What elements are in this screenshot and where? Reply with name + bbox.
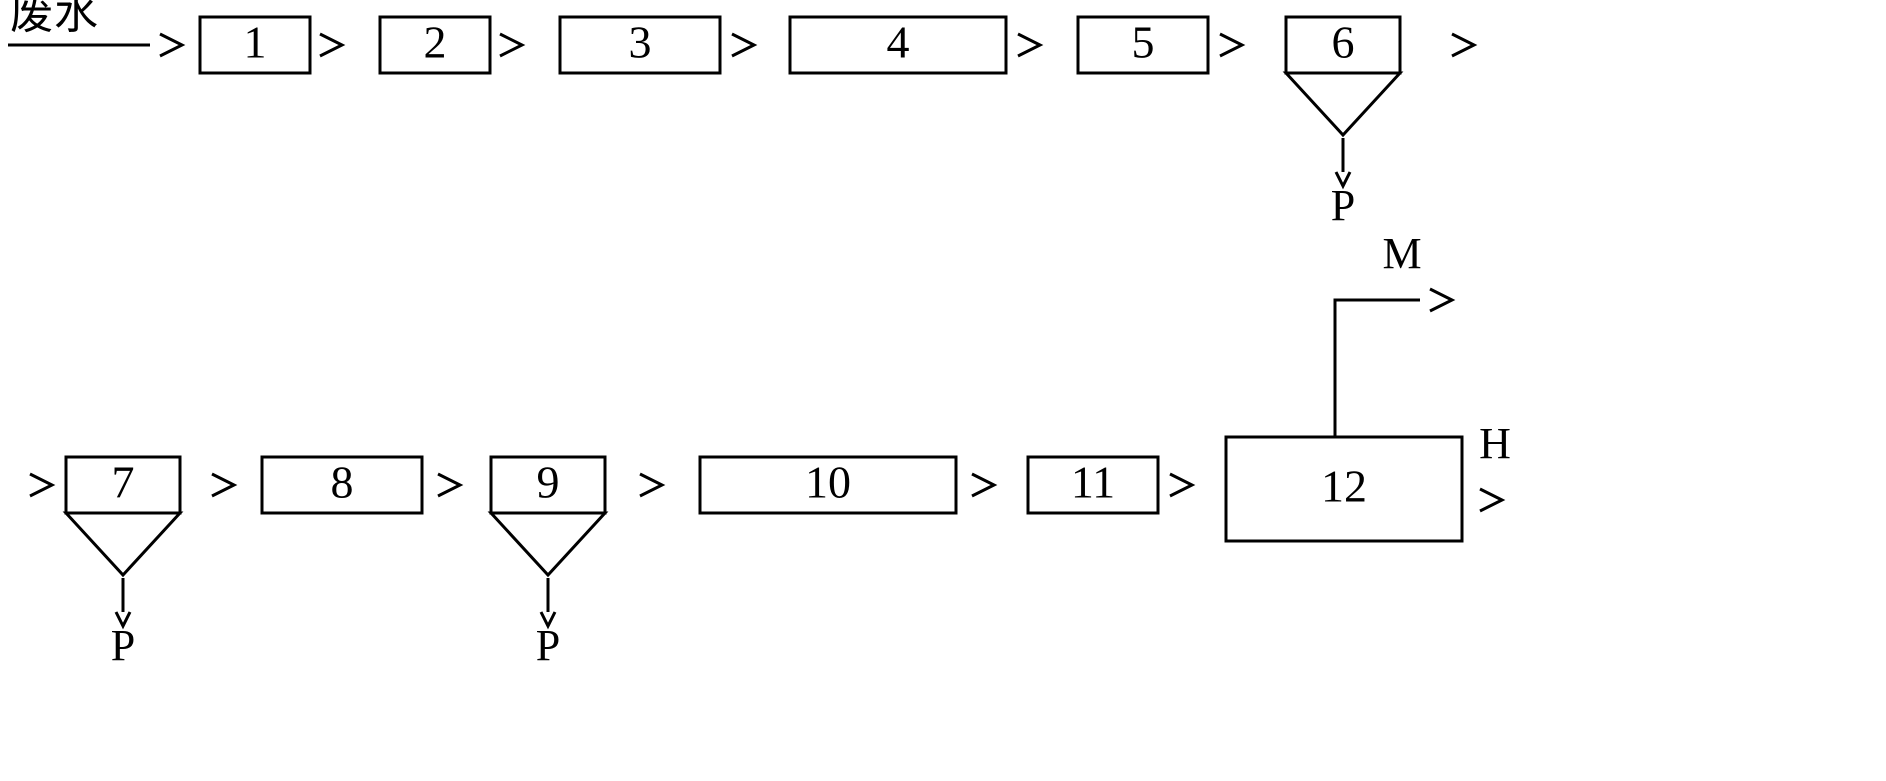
hopper-funnel <box>66 513 180 575</box>
box-label: 9 <box>537 457 560 508</box>
output-label-p: P <box>1331 181 1355 230</box>
box-label: 11 <box>1071 457 1115 508</box>
output-m-path <box>1335 300 1420 437</box>
box-label: 2 <box>424 17 447 68</box>
box-label: 5 <box>1132 17 1155 68</box>
arrow-icon <box>1018 34 1040 56</box>
box-b4: 4 <box>790 17 1006 73</box>
box-b8: 8 <box>262 457 422 513</box>
arrow-icon <box>1480 489 1502 511</box>
arrow-icon <box>732 34 754 56</box>
box-label: 7 <box>112 457 135 508</box>
hopper-funnel <box>491 513 605 575</box>
hopper-funnel <box>1286 73 1400 135</box>
box-label: 4 <box>887 17 910 68</box>
box-label: 1 <box>244 17 267 68</box>
output-label-p: P <box>111 621 135 670</box>
box-b12: 12 <box>1226 437 1462 541</box>
input-label: 废水 <box>8 0 150 45</box>
down-arrow <box>1336 138 1350 186</box>
box-b9: 9 <box>491 457 605 575</box>
box-b3: 3 <box>560 17 720 73</box>
arrow-icon <box>320 34 342 56</box>
input-label-text: 废水 <box>10 0 98 38</box>
arrow-icon <box>1452 34 1474 56</box>
arrow-icon <box>1170 474 1192 496</box>
box-b11: 11 <box>1028 457 1158 513</box>
output-label-h: H <box>1479 419 1511 468</box>
arrow-icon <box>160 34 182 56</box>
box-label: 3 <box>629 17 652 68</box>
arrow-icon <box>1430 289 1452 311</box>
down-arrow <box>541 578 555 626</box>
down-arrow <box>116 578 130 626</box>
arrow-icon <box>500 34 522 56</box>
box-b1: 1 <box>200 17 310 73</box>
box-label: 12 <box>1321 461 1367 512</box>
arrow-icon <box>30 474 52 496</box>
box-b10: 10 <box>700 457 956 513</box>
arrow-icon <box>1220 34 1242 56</box>
arrow-icon <box>438 474 460 496</box>
arrow-icon <box>212 474 234 496</box>
box-label: 8 <box>331 457 354 508</box>
box-label: 10 <box>805 457 851 508</box>
arrow-icon <box>972 474 994 496</box>
box-b2: 2 <box>380 17 490 73</box>
output-label-m: M <box>1382 229 1421 278</box>
box-b7: 7 <box>66 457 180 575</box>
box-b6: 6 <box>1286 17 1400 135</box>
output-label-p: P <box>536 621 560 670</box>
box-b5: 5 <box>1078 17 1208 73</box>
arrow-icon <box>640 474 662 496</box>
box-label: 6 <box>1332 17 1355 68</box>
